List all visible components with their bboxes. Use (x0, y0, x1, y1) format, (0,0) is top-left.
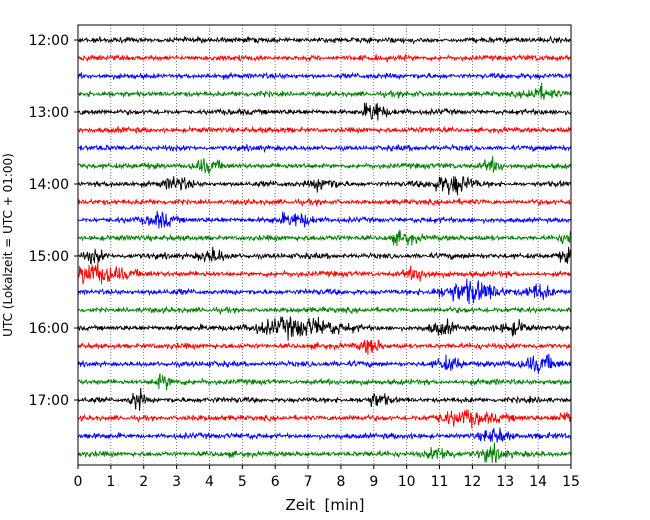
seismic-trace (77, 35, 571, 45)
seismic-trace (77, 409, 572, 429)
seismic-trace (77, 316, 572, 341)
seismic-trace (77, 197, 572, 207)
x-tick-label: 5 (238, 474, 247, 490)
seismic-trace (77, 53, 572, 63)
grid-lines (110, 25, 539, 465)
seismic-trace (77, 246, 572, 266)
x-tick-label: 2 (139, 474, 148, 490)
seismic-trace (77, 387, 572, 411)
seismic-trace (77, 442, 572, 464)
x-axis: 0 1 2 3 4 5 6 7 8 9 10 11 12 13 14 15 (74, 465, 580, 490)
x-tick-label: 14 (529, 474, 547, 490)
plot-frame (77, 24, 572, 466)
y-tick-label: 15:00 (29, 249, 69, 265)
x-tick-label: 10 (398, 474, 416, 490)
y-tick-label: 17:00 (29, 393, 69, 409)
plot-background (78, 25, 571, 465)
seismic-trace (77, 427, 572, 443)
seismic-trace (77, 175, 572, 196)
seismic-trace (77, 339, 572, 355)
x-tick-label: 4 (205, 474, 214, 490)
seismic-trace (77, 261, 572, 285)
seismic-trace (77, 210, 572, 229)
seismic-trace (77, 229, 572, 247)
x-tick-label: 12 (463, 474, 481, 490)
seismic-trace (77, 125, 572, 135)
y-tick-label: 13:00 (29, 105, 69, 121)
seismic-trace (77, 71, 572, 81)
y-tick-label: 16:00 (29, 321, 69, 337)
x-tick-label: 15 (562, 474, 580, 490)
seismic-trace (77, 373, 572, 391)
seismic-traces (77, 35, 572, 464)
y-axis: 12:00 13:00 14:00 15:00 16:00 17:00 (29, 33, 78, 409)
seismic-trace (77, 156, 572, 175)
y-tick-label: 14:00 (29, 177, 69, 193)
x-tick-label: 1 (106, 474, 115, 490)
x-tick-label: 0 (74, 474, 83, 490)
x-tick-label: 11 (431, 474, 449, 490)
seismic-trace (77, 353, 572, 374)
x-tick-label: 9 (369, 474, 378, 490)
seismic-trace (77, 278, 571, 305)
seismic-trace (77, 305, 572, 316)
y-tick-label: 12:00 (29, 33, 69, 49)
seismic-trace (77, 102, 572, 121)
x-tick-label: 13 (496, 474, 514, 490)
x-tick-label: 7 (304, 474, 313, 490)
x-axis-title: Zeit [min] (285, 496, 364, 514)
y-axis-title: UTC (Lokalzeit = UTC + 01:00) (1, 153, 15, 337)
x-tick-label: 3 (172, 474, 181, 490)
x-tick-label: 8 (336, 474, 345, 490)
seismic-trace (77, 143, 572, 154)
x-tick-label: 6 (271, 474, 280, 490)
seismic-trace (77, 82, 572, 101)
